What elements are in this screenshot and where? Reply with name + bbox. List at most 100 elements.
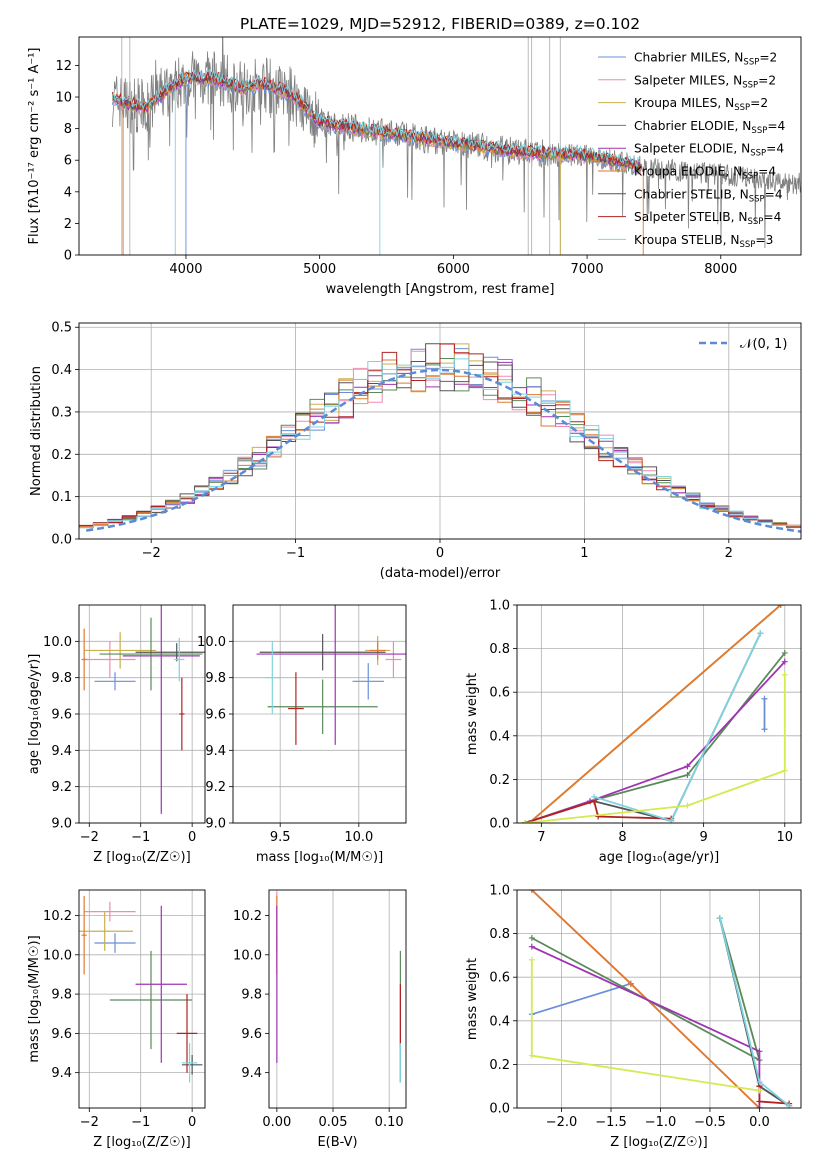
y-tick-label: 9.0	[51, 817, 72, 832]
legend-label: Kroupa MILES, NSSP=2	[634, 96, 768, 113]
y-tick-label: 0.0	[51, 533, 72, 548]
y-tick-label: 0.5	[51, 321, 72, 336]
x-tick-label: 0.00	[262, 1115, 291, 1130]
y-tick-label: 9.2	[51, 780, 72, 795]
weight-line	[531, 982, 632, 1016]
y-axis-label: Normed distribution	[29, 366, 44, 496]
weight-line	[524, 800, 672, 823]
weight-line	[531, 945, 761, 1108]
x-tick-label: −1.5	[595, 1115, 627, 1130]
weight-marker	[781, 767, 788, 774]
y-tick-label: 9.6	[205, 708, 226, 723]
figure-title: PLATE=1029, MJD=52912, FIBERID=0389, z=0…	[240, 15, 640, 33]
x-axis-label: age [log₁₀(age/yr)]	[599, 850, 720, 865]
y-tick-label: 9.4	[205, 744, 226, 759]
weight-marker	[756, 1087, 763, 1094]
x-axis-label: Z [log₁₀(Z/Z☉)]	[610, 1135, 707, 1150]
y-axis-label: age [log₁₀(age/yr)]	[27, 654, 42, 775]
x-tick-label: 9.5	[270, 830, 291, 845]
plot-area	[79, 343, 801, 533]
legend-subscript: SSP	[740, 240, 756, 250]
y-tick-label: 9.4	[51, 744, 72, 759]
axes-frame	[516, 889, 802, 1109]
y-axis-label: Flux [fλ10⁻¹⁷ erg cm⁻² s⁻¹ A⁻¹]	[27, 48, 42, 245]
x-tick-label: 0.10	[375, 1115, 404, 1130]
axes-frame	[268, 889, 407, 1109]
weight-line	[719, 918, 790, 1107]
x-tick-label: 7000	[571, 262, 604, 277]
legend-subscript: SSP	[750, 149, 766, 159]
legend-label: Chabrier MILES, NSSP=2	[634, 51, 777, 68]
weight-marker	[756, 1078, 763, 1085]
legend-nssp: =4	[766, 142, 784, 156]
plots: 4000 5000 6000 7000 8000024681012wavelength …	[27, 36, 802, 1150]
weight-line	[525, 674, 786, 823]
weight-line	[524, 661, 786, 823]
legend-nssp: =2	[750, 96, 768, 110]
y-tick-label: 10.2	[43, 909, 72, 924]
weight-marker	[684, 802, 691, 809]
x-tick-label: 0.0	[749, 1115, 770, 1130]
y-axis-label: mass weight	[465, 673, 480, 755]
axes-frame	[78, 889, 206, 1109]
y-axis-label: mass [log₁₀(M/M☉)]	[27, 935, 42, 1062]
axes-frame	[78, 36, 802, 256]
legend-label: Salpeter MILES, NSSP=2	[634, 73, 776, 90]
plot-area	[81, 605, 205, 814]
x-tick-label: 2	[725, 546, 733, 561]
legend-nssp: =4	[765, 187, 783, 201]
axes-mass_vs_Z: −2 −1 0 9.4 9.6 9.8 10.0 10.2 Z [log₁₀(Z/Z☉)] mas…	[27, 889, 206, 1150]
y-tick-label: 9.4	[51, 1066, 72, 1081]
axes-mass_vs_EBV: 0.00 0.05 0.10 9.4 9.6 9.8 10.0 10.2 E(B-V)	[233, 889, 407, 1150]
weight-marker	[756, 1098, 763, 1105]
x-tick-label: −1	[131, 830, 150, 845]
legend-subscript: SSP	[751, 126, 767, 136]
weight-marker	[627, 980, 634, 987]
plot-area	[528, 890, 793, 1108]
y-tick-label: 0.4	[489, 1014, 510, 1029]
axes-spectrum: 4000 5000 6000 7000 8000 0 2 4 6 8 10 12 wavelength …	[27, 36, 802, 297]
weight-marker	[756, 1048, 763, 1055]
weight-marker	[716, 915, 723, 922]
y-tick-label: 10.0	[233, 948, 262, 963]
legend-subscript: SSP	[742, 80, 758, 90]
legend-nssp: =4	[758, 165, 776, 179]
x-tick-label: 7	[537, 830, 545, 845]
legend-subscript: SSP	[747, 217, 763, 227]
x-tick-label: 0.05	[319, 1115, 348, 1130]
x-tick-label: 8000	[704, 262, 737, 277]
y-tick-label: 0.0	[489, 1102, 510, 1117]
x-tick-label: −2	[80, 830, 99, 845]
x-tick-label: 5000	[303, 262, 336, 277]
y-tick-label: 6	[64, 154, 72, 169]
spectrum-model-line	[111, 73, 642, 174]
y-tick-label: 0.4	[489, 729, 510, 744]
weight-marker	[684, 763, 691, 770]
axes-frame	[516, 604, 802, 824]
y-axis-label: mass weight	[465, 958, 480, 1040]
y-tick-label: 0.6	[489, 971, 510, 986]
weight-marker	[528, 956, 535, 963]
y-tick-label: 0.2	[51, 448, 72, 463]
y-tick-label: 10.0	[43, 635, 72, 650]
y-tick-label: 9.0	[205, 817, 226, 832]
weight-marker	[684, 772, 691, 779]
histogram-line	[79, 358, 801, 529]
y-tick-label: 1.0	[489, 599, 510, 614]
x-tick-label: 6000	[437, 262, 470, 277]
y-tick-label: 0.4	[51, 363, 72, 378]
x-tick-label: 10.0	[344, 830, 373, 845]
x-tick-label: 1	[580, 546, 588, 561]
x-tick-label: −2	[142, 546, 161, 561]
weight-marker	[761, 726, 768, 733]
y-tick-label: 0.1	[51, 490, 72, 505]
x-tick-label: 0	[188, 830, 196, 845]
plot-area	[522, 605, 788, 823]
plot-area	[256, 605, 406, 745]
legend-label: Kroupa STELIB, NSSP=3	[634, 233, 773, 250]
x-axis-label: E(B-V)	[317, 1135, 357, 1150]
plot-area	[111, 37, 801, 255]
legend: Chabrier MILES, NSSP=2 Salpeter MILES, NS…	[598, 51, 786, 250]
x-tick-label: 0	[188, 1115, 196, 1130]
